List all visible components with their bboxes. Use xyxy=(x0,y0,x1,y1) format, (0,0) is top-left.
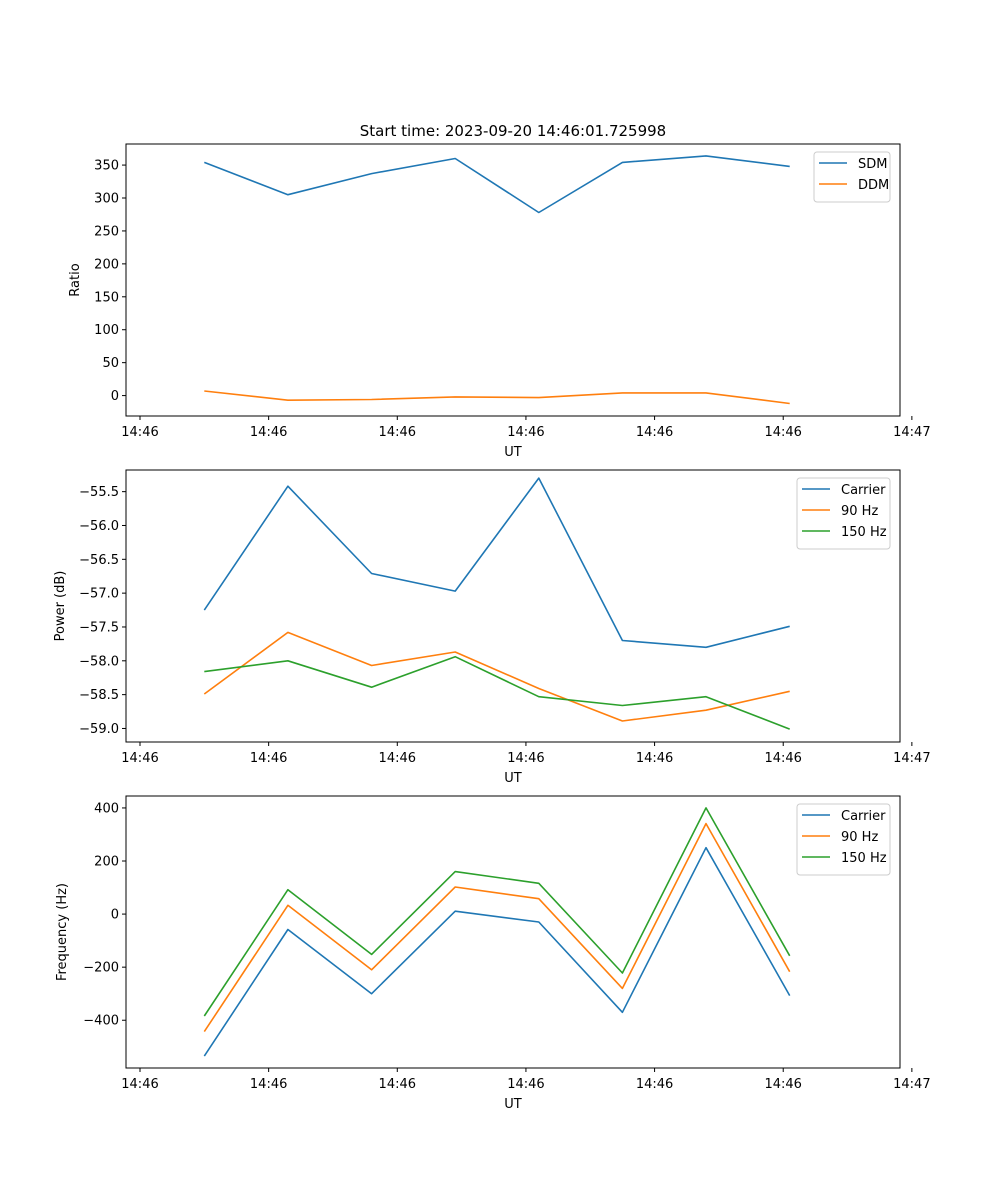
legend-label: Carrier xyxy=(841,809,886,824)
x-tick-label: 14:46 xyxy=(507,751,544,766)
axes-frame xyxy=(125,469,901,743)
x-tick-label: 14:46 xyxy=(764,751,801,766)
x-tick-label: 14:46 xyxy=(636,425,673,440)
x-tick-label: 14:46 xyxy=(764,1077,801,1092)
x-tick-label: 14:46 xyxy=(379,751,416,766)
series-line-ddm xyxy=(204,390,790,405)
y-tick-label: 200 xyxy=(94,855,119,870)
legend: SDM DDM xyxy=(813,151,891,203)
legend-label: 90 Hz xyxy=(841,504,878,519)
y-tick-label: −200 xyxy=(83,961,119,976)
series-line-150-hz xyxy=(203,807,791,1017)
legend: Carrier 90 Hz 150 Hz xyxy=(796,803,891,876)
power-x-axis-label: UT xyxy=(504,771,522,786)
y-tick-label: 100 xyxy=(94,323,119,338)
series-line-carrier xyxy=(203,846,791,1057)
x-tick-label: 14:46 xyxy=(507,425,544,440)
y-tick-label: 300 xyxy=(94,192,119,207)
y-tick-label: 400 xyxy=(94,801,119,816)
y-tick-label: −56.0 xyxy=(79,519,119,534)
y-tick-label: 0 xyxy=(111,908,119,923)
frequency-panel: 14:46 14:46 14:46 14:46 14:46 14:46 14:47 −400 −… xyxy=(83,795,931,1092)
x-tick-label: 14:46 xyxy=(250,751,287,766)
power-y-axis-label: Power (dB) xyxy=(53,571,68,642)
legend-label: 90 Hz xyxy=(841,830,878,845)
legend-label: SDM xyxy=(858,157,887,172)
legend-label: 150 Hz xyxy=(841,525,887,540)
y-tick-label: −59.0 xyxy=(79,722,119,737)
axes-frame xyxy=(125,795,901,1069)
x-tick-label: 14:47 xyxy=(893,751,930,766)
series-line-sdm xyxy=(204,155,790,214)
y-tick-label: 200 xyxy=(94,257,119,272)
y-tick-label: −57.5 xyxy=(79,620,119,635)
x-tick-label: 14:47 xyxy=(893,1077,930,1092)
series-line-90-hz xyxy=(203,631,790,722)
y-tick-label: 250 xyxy=(94,224,119,239)
x-tick-label: 14:46 xyxy=(121,425,158,440)
x-tick-label: 14:46 xyxy=(250,425,287,440)
x-tick-label: 14:46 xyxy=(121,751,158,766)
ratio-panel: 14:46 14:46 14:46 14:46 14:46 14:46 14:47 0 50 10… xyxy=(94,143,931,440)
x-tick-label: 14:46 xyxy=(507,1077,544,1092)
ratio-x-axis-label: UT xyxy=(504,445,522,460)
x-tick-label: 14:46 xyxy=(636,751,673,766)
series-line-150-hz xyxy=(204,655,790,730)
frequency-y-axis-label: Frequency (Hz) xyxy=(55,883,70,981)
y-tick-label: 150 xyxy=(94,290,119,305)
y-tick-label: −57.0 xyxy=(79,587,119,602)
y-tick-label: 350 xyxy=(94,159,119,174)
x-tick-label: 14:46 xyxy=(379,425,416,440)
x-tick-label: 14:46 xyxy=(250,1077,287,1092)
legend-label: DDM xyxy=(858,178,889,193)
y-tick-label: 0 xyxy=(111,389,119,404)
series-line-carrier xyxy=(203,477,790,649)
x-tick-label: 14:46 xyxy=(764,425,801,440)
series-line-90-hz xyxy=(203,822,791,1033)
figure-title: Start time: 2023-09-20 14:46:01.725998 xyxy=(360,122,666,140)
legend-box xyxy=(813,151,891,203)
legend: Carrier 90 Hz 150 Hz xyxy=(796,477,891,550)
power-panel: 14:46 14:46 14:46 14:46 14:46 14:46 14:47 −59.0… xyxy=(79,469,931,766)
y-tick-label: −58.5 xyxy=(79,688,119,703)
x-tick-label: 14:46 xyxy=(636,1077,673,1092)
x-tick-label: 14:46 xyxy=(379,1077,416,1092)
y-tick-label: −58.0 xyxy=(79,654,119,669)
x-tick-label: 14:47 xyxy=(893,425,930,440)
ratio-y-axis-label: Ratio xyxy=(68,263,83,296)
y-tick-label: 50 xyxy=(102,356,119,371)
axes-frame xyxy=(125,143,901,417)
frequency-x-axis-label: UT xyxy=(504,1097,522,1112)
legend-label: 150 Hz xyxy=(841,851,887,866)
legend-label: Carrier xyxy=(841,483,886,498)
y-tick-label: −55.5 xyxy=(79,485,119,500)
x-tick-label: 14:46 xyxy=(121,1077,158,1092)
y-tick-label: −56.5 xyxy=(79,553,119,568)
y-tick-label: −400 xyxy=(83,1014,119,1029)
